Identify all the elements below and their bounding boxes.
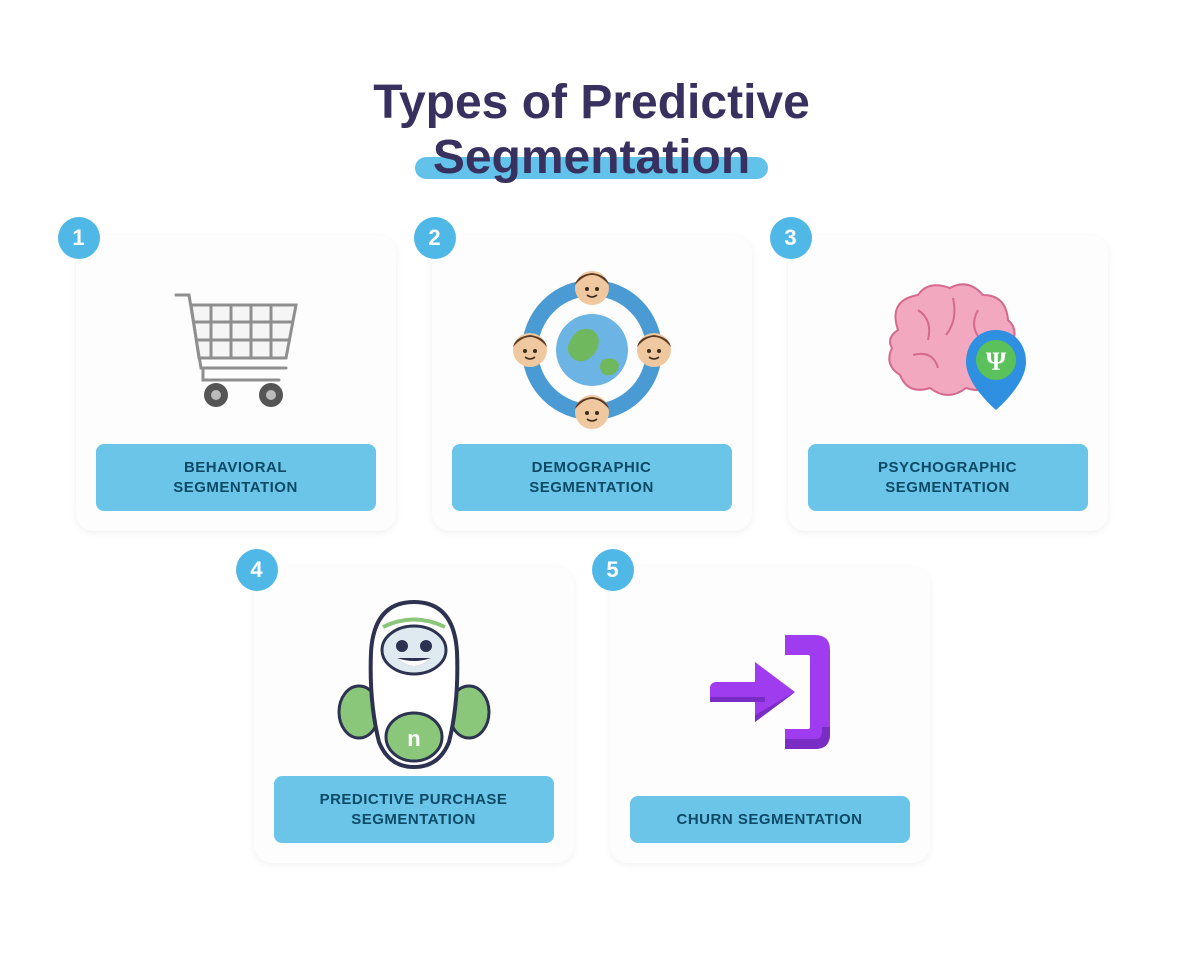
- badge-1: 1: [58, 217, 100, 259]
- card-psychographic: 3 Ψ PSYCHOGRAPHIC SEGMENTATION: [788, 235, 1108, 531]
- shopping-cart-icon: [96, 255, 376, 444]
- globe-people-icon: [452, 255, 732, 444]
- page-title: Types of Predictive Segmentation: [373, 75, 810, 185]
- label-predictive-purchase: PREDICTIVE PURCHASE SEGMENTATION: [274, 776, 554, 843]
- label-churn: CHURN SEGMENTATION: [630, 796, 910, 844]
- exit-arrow-icon: [630, 587, 910, 796]
- title-line-2: Segmentation: [433, 131, 750, 184]
- robot-icon: n: [274, 587, 554, 776]
- label-psychographic: PSYCHOGRAPHIC SEGMENTATION: [808, 444, 1088, 511]
- card-predictive-purchase: 4 n PREDICTIVE PURCHASE SEGME: [254, 567, 574, 863]
- svg-text:Ψ: Ψ: [985, 347, 1006, 376]
- badge-2: 2: [414, 217, 456, 259]
- card-demographic: 2: [432, 235, 752, 531]
- label-demographic: DEMOGRAPHIC SEGMENTATION: [452, 444, 732, 511]
- title-line-1: Types of Predictive: [373, 75, 810, 130]
- card-churn: 5 CHURN SEGMENTATION: [610, 567, 930, 863]
- brain-psych-icon: Ψ: [808, 255, 1088, 444]
- card-behavioral: 1 BEHAVIORAL SEGMEN: [76, 235, 396, 531]
- label-behavioral: BEHAVIORAL SEGMENTATION: [96, 444, 376, 511]
- badge-5: 5: [592, 549, 634, 591]
- badge-3: 3: [770, 217, 812, 259]
- svg-text:n: n: [407, 726, 420, 751]
- badge-4: 4: [236, 549, 278, 591]
- card-grid: 1 BEHAVIORAL SEGMEN: [32, 235, 1152, 863]
